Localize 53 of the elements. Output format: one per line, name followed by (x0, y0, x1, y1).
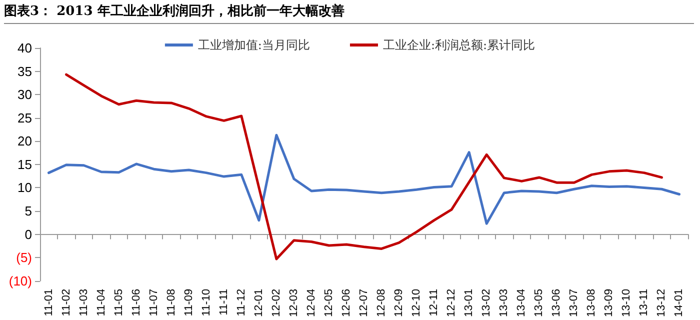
x-tick-label: 11-07 (148, 288, 160, 316)
x-tick-label: 13-07 (568, 288, 580, 318)
x-tick-label: 13-03 (498, 288, 510, 318)
y-tick-label: 5 (24, 204, 32, 219)
x-tick-label: 11-08 (165, 288, 178, 316)
x-tick-label: 13-10 (620, 288, 633, 318)
x-tick-label: 13-08 (586, 288, 598, 318)
x-tick-label: 12-01 (252, 288, 265, 318)
x-tick-label: 12-06 (340, 288, 352, 318)
x-tick-label: 13-06 (550, 288, 563, 318)
x-tick-label: 11-12 (235, 288, 248, 316)
x-tick-label: 13-01 (463, 288, 476, 318)
x-tick-label: 11-10 (200, 288, 212, 316)
x-tick-label: 13-09 (603, 288, 616, 318)
y-tick-label: 0 (24, 226, 32, 242)
x-tick-label: 12-02 (270, 288, 282, 318)
x-tick-label: 14-01 (673, 288, 686, 318)
x-tick-label: 12-03 (288, 288, 300, 318)
x-tick-label: 11-06 (130, 288, 142, 316)
legend-label: 工业企业:利润总额:累计同比 (382, 38, 536, 52)
y-tick-label: 25 (18, 110, 32, 126)
line-series (65, 73, 663, 260)
x-tick-label: 13-05 (533, 288, 546, 318)
x-tick-label: 11-11 (218, 288, 230, 316)
y-tick-label: 20 (18, 134, 32, 149)
x-tick-label: 11-02 (60, 288, 72, 316)
x-tick-label: 12-04 (305, 288, 318, 318)
x-tick-label: 11-05 (112, 288, 125, 316)
x-tick-label: 11-03 (78, 288, 90, 316)
line-series (48, 134, 680, 225)
chart-title: 图表3： 2013 年工业企业利润回升，相比前一年大幅改善 (4, 2, 694, 24)
y-tick-label: 10 (18, 180, 32, 196)
y-tick-label: 15 (18, 156, 32, 172)
x-tick-label: 11-04 (95, 288, 108, 316)
y-tick-label: (5) (16, 250, 32, 266)
x-tick-label: 13-02 (480, 288, 493, 318)
x-tick-label: 12-05 (322, 288, 335, 318)
y-tick-label: 35 (18, 64, 32, 79)
y-tick-label: (10) (8, 273, 32, 288)
x-tick-label: 13-04 (516, 288, 528, 318)
x-tick-label: 12-07 (358, 288, 370, 318)
x-tick-label: 12-12 (446, 288, 458, 318)
x-tick-label: 12-08 (376, 288, 388, 318)
x-tick-label: 11-01 (42, 288, 55, 316)
x-tick-label: 13-11 (638, 288, 650, 316)
x-tick-label: 12-09 (393, 288, 406, 318)
x-tick-label: 12-11 (428, 288, 440, 316)
legend-label: 工业增加值:当月同比 (198, 38, 310, 52)
x-tick-label: 11-09 (182, 288, 195, 316)
x-tick-label: 12-10 (410, 288, 423, 318)
x-tick-label: 13-12 (656, 288, 668, 318)
y-tick-label: 40 (18, 40, 32, 56)
y-tick-label: 30 (18, 87, 32, 102)
